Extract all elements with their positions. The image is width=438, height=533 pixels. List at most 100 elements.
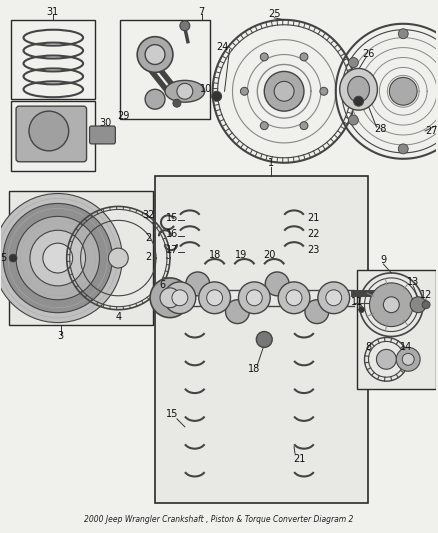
Text: 17: 17	[166, 245, 178, 255]
Circle shape	[186, 272, 210, 296]
Bar	[11, 20, 95, 99]
Circle shape	[402, 353, 414, 365]
FancyBboxPatch shape	[89, 126, 115, 144]
Circle shape	[376, 350, 396, 369]
Circle shape	[398, 144, 408, 154]
Circle shape	[247, 290, 262, 306]
Circle shape	[396, 348, 420, 371]
Text: 26: 26	[362, 49, 374, 59]
Circle shape	[108, 248, 128, 268]
Circle shape	[256, 332, 272, 348]
Circle shape	[320, 87, 328, 95]
Circle shape	[160, 288, 180, 308]
Circle shape	[359, 306, 364, 313]
FancyBboxPatch shape	[16, 106, 87, 162]
Circle shape	[240, 87, 248, 95]
Text: 12: 12	[420, 290, 432, 300]
Circle shape	[16, 216, 99, 300]
Circle shape	[29, 111, 69, 151]
Text: 2: 2	[145, 233, 151, 243]
Circle shape	[172, 290, 188, 306]
Text: 30: 30	[99, 118, 112, 128]
Circle shape	[370, 283, 413, 327]
Circle shape	[173, 99, 181, 107]
Circle shape	[226, 300, 249, 324]
Circle shape	[150, 278, 190, 318]
Circle shape	[274, 82, 294, 101]
Circle shape	[305, 300, 329, 324]
Bar	[155, 176, 368, 503]
Text: 18: 18	[248, 364, 261, 374]
Circle shape	[137, 37, 173, 72]
Circle shape	[43, 243, 73, 273]
Circle shape	[3, 204, 113, 313]
Circle shape	[177, 83, 193, 99]
Circle shape	[389, 77, 417, 105]
Bar	[9, 191, 153, 325]
Circle shape	[265, 272, 289, 296]
Circle shape	[180, 21, 190, 31]
Circle shape	[264, 71, 304, 111]
Circle shape	[30, 230, 85, 286]
Circle shape	[348, 58, 358, 68]
Ellipse shape	[340, 68, 378, 110]
Circle shape	[260, 122, 268, 130]
Circle shape	[199, 282, 230, 313]
Circle shape	[0, 193, 122, 322]
Circle shape	[278, 282, 310, 313]
Text: 29: 29	[117, 111, 130, 121]
Text: 31: 31	[47, 7, 59, 17]
Circle shape	[410, 297, 426, 313]
Text: 18: 18	[208, 250, 221, 260]
Circle shape	[353, 96, 364, 106]
Text: 8: 8	[365, 342, 371, 352]
Text: 28: 28	[374, 124, 387, 134]
Text: 1: 1	[268, 158, 274, 168]
Text: 9: 9	[380, 255, 386, 265]
Circle shape	[212, 91, 222, 101]
Text: 24: 24	[216, 42, 229, 52]
Circle shape	[260, 53, 268, 61]
Text: 4: 4	[115, 312, 121, 321]
Text: 21: 21	[293, 454, 305, 464]
Text: 6: 6	[159, 280, 165, 290]
Circle shape	[164, 282, 196, 313]
Text: 11: 11	[350, 297, 363, 307]
Text: 15: 15	[166, 409, 178, 419]
Text: 32: 32	[142, 211, 154, 220]
Circle shape	[348, 115, 358, 125]
Text: 23: 23	[308, 245, 320, 255]
Text: 14: 14	[400, 342, 412, 352]
Text: 7: 7	[198, 7, 205, 17]
Circle shape	[398, 29, 408, 39]
Text: 27: 27	[425, 126, 437, 136]
Bar	[120, 20, 210, 119]
Ellipse shape	[348, 76, 370, 102]
Ellipse shape	[165, 80, 205, 102]
Text: 20: 20	[263, 250, 276, 260]
Circle shape	[9, 254, 17, 262]
Circle shape	[318, 282, 350, 313]
Text: 13: 13	[407, 277, 419, 287]
Circle shape	[145, 90, 165, 109]
Text: 19: 19	[235, 250, 247, 260]
Circle shape	[207, 290, 223, 306]
Circle shape	[300, 122, 308, 130]
Text: 10: 10	[200, 84, 212, 94]
Text: 25: 25	[268, 9, 280, 19]
Bar	[357, 270, 436, 389]
Circle shape	[286, 290, 302, 306]
Text: 2: 2	[145, 252, 151, 262]
Circle shape	[383, 297, 399, 313]
Text: 15: 15	[166, 213, 178, 223]
Text: 16: 16	[166, 229, 178, 239]
Circle shape	[145, 45, 165, 64]
Text: 3: 3	[58, 332, 64, 342]
Bar	[11, 101, 95, 171]
Text: 21: 21	[308, 213, 320, 223]
Circle shape	[422, 301, 430, 309]
Circle shape	[300, 53, 308, 61]
Circle shape	[238, 282, 270, 313]
Circle shape	[326, 290, 342, 306]
Text: 5: 5	[0, 253, 6, 263]
